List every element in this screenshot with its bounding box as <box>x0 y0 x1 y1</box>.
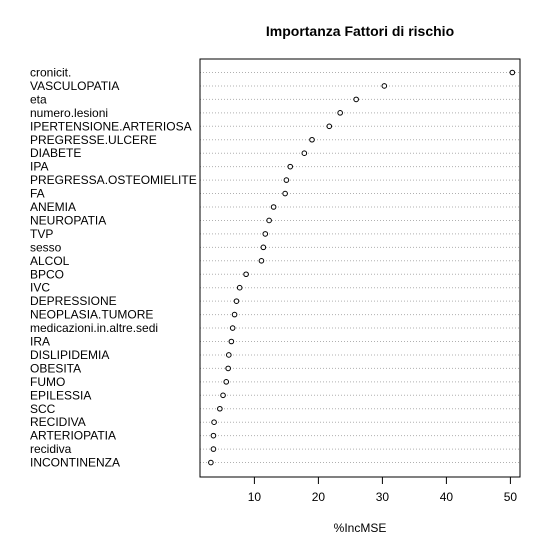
category-labels: cronicit.VASCULOPATIAetanumero.lesioniIP… <box>30 66 197 470</box>
category-label: ANEMIA <box>30 200 76 214</box>
category-label: ALCOL <box>30 254 70 268</box>
data-point <box>243 271 249 278</box>
data-point <box>258 258 265 264</box>
data-point <box>287 163 294 170</box>
data-point <box>353 96 359 103</box>
plot-frame <box>199 58 521 478</box>
data-point <box>283 177 290 183</box>
data-point <box>282 190 288 197</box>
data-point <box>326 123 333 130</box>
x-tick-label: 40 <box>440 490 454 504</box>
category-label: SCC <box>30 402 56 416</box>
x-axis: 10 20 30 40 50 <box>248 477 518 504</box>
category-label: cronicit. <box>30 66 71 80</box>
data-point <box>210 432 217 439</box>
data-point <box>260 244 267 251</box>
data-point <box>223 379 230 385</box>
category-label: RECIDIVA <box>30 415 86 429</box>
category-label: IPERTENSIONE.ARTERIOSA <box>30 119 192 133</box>
category-label: TVP <box>30 227 53 241</box>
category-label: NEOPLASIA.TUMORE <box>30 308 153 322</box>
data-point <box>208 459 214 466</box>
data-point <box>309 136 315 143</box>
category-label: VASCULOPATIA <box>30 79 119 93</box>
category-label: DEPRESSIONE <box>30 294 117 308</box>
x-tick-label: 30 <box>376 490 390 504</box>
data-point <box>231 311 238 318</box>
category-label: medicazioni.in.altre.sedi <box>30 321 158 335</box>
data-point <box>220 392 226 399</box>
data-point <box>229 325 236 331</box>
x-tick-label: 50 <box>504 490 518 504</box>
x-tick-label: 20 <box>312 490 326 504</box>
category-label: PREGRESSA.OSTEOMIELITE <box>30 173 197 187</box>
category-label: DIABETE <box>30 146 81 160</box>
category-label: IPA <box>30 160 48 174</box>
category-label: DISLIPIDEMIA <box>30 348 109 362</box>
data-point <box>301 150 308 156</box>
data-point <box>509 69 516 76</box>
category-label: IVC <box>30 281 50 295</box>
data-point <box>228 338 235 345</box>
category-label: sesso <box>30 240 62 254</box>
data-point <box>225 365 231 372</box>
category-label: NEUROPATIA <box>30 213 106 227</box>
x-tick-label: 10 <box>248 490 262 504</box>
data-point <box>266 217 272 224</box>
category-label: recidiva <box>30 442 72 456</box>
category-label: FUMO <box>30 375 65 389</box>
x-axis-label: %IncMSE <box>334 521 387 535</box>
category-label: PREGRESSE.ULCERE <box>30 133 157 147</box>
data-point <box>211 419 217 426</box>
data-point <box>381 83 388 89</box>
grid-lines <box>200 72 520 464</box>
data-point <box>217 405 223 412</box>
data-point <box>226 352 232 358</box>
category-label: INCONTINENZA <box>30 456 120 470</box>
data-point <box>337 110 343 116</box>
category-label: OBESITA <box>30 361 81 375</box>
data-points <box>208 69 516 466</box>
category-label: FA <box>30 187 45 201</box>
category-label: EPILESSIA <box>30 388 91 402</box>
category-label: BPCO <box>30 267 64 281</box>
category-label: IRA <box>30 335 50 349</box>
data-point <box>270 204 277 210</box>
data-point <box>236 284 243 291</box>
chart-title: Importanza Fattori di rischio <box>266 23 454 39</box>
category-label: ARTERIOPATIA <box>30 429 116 443</box>
data-point <box>262 231 269 237</box>
category-label: numero.lesioni <box>30 106 108 120</box>
data-point <box>210 446 217 452</box>
data-point <box>233 298 240 304</box>
category-label: eta <box>30 92 47 106</box>
